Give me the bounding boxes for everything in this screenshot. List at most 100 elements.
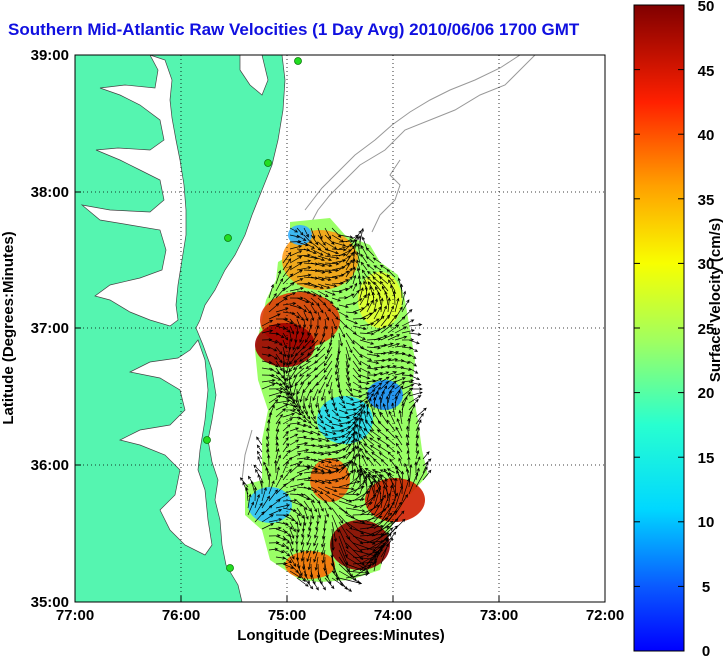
radar-sites <box>203 57 302 572</box>
velocity-arrow <box>261 486 267 502</box>
velocity-arrow <box>366 389 376 397</box>
velocity-arrow <box>275 428 280 439</box>
velocity-arrow <box>296 318 301 329</box>
velocity-arrow <box>275 395 291 400</box>
velocity-arrow <box>359 374 371 380</box>
velocity-arrow <box>384 290 389 306</box>
velocity-arrow <box>317 248 331 256</box>
velocity-arrow <box>275 360 283 372</box>
colorbar-tick-label: 20 <box>698 385 715 402</box>
velocity-arrow <box>380 458 389 467</box>
velocity-arrow <box>387 371 398 376</box>
velocity-arrow <box>408 339 420 345</box>
velocity-arrow <box>305 360 319 369</box>
velocity-arrow <box>282 430 289 439</box>
velocity-arrow <box>298 360 312 369</box>
velocity-arrow <box>275 269 282 285</box>
velocity-arrow <box>289 461 303 467</box>
velocity-arrow <box>298 367 312 377</box>
velocity-arrow <box>373 306 382 320</box>
velocity-arrow <box>366 292 371 306</box>
velocity-arrow <box>338 318 348 328</box>
velocity-arrow <box>326 339 333 354</box>
velocity-arrow <box>398 457 403 467</box>
velocity-arrow <box>275 441 279 453</box>
velocity-arrow <box>275 466 280 481</box>
velocity-arrow <box>359 302 370 313</box>
velocity-arrow <box>289 245 303 250</box>
velocity-arrow <box>314 556 319 571</box>
velocity-arrow <box>317 290 329 297</box>
velocity-arrow <box>345 259 353 271</box>
velocity-arrow <box>317 416 324 424</box>
velocity-arrow <box>366 508 387 523</box>
velocity-arrow <box>356 251 361 264</box>
velocity-arrow <box>396 418 403 432</box>
velocity-arrow <box>303 304 312 314</box>
velocity-arrow <box>387 389 393 404</box>
velocity-arrow <box>290 346 298 358</box>
velocity-arrow <box>282 301 297 306</box>
velocity-arrow <box>345 388 354 397</box>
velocity-arrow <box>257 455 263 467</box>
velocity-arrow <box>387 297 391 313</box>
velocity-arrow <box>261 383 276 390</box>
velocity-arrow <box>296 227 304 236</box>
velocity-arrow <box>289 556 297 567</box>
velocity-arrow <box>289 296 304 300</box>
velocity-arrow <box>359 404 366 418</box>
radar-site <box>226 564 234 572</box>
velocity-arrow <box>345 469 354 481</box>
velocity-arrow <box>310 234 319 246</box>
velocity-arrow <box>275 353 283 364</box>
velocity-arrow <box>268 302 280 313</box>
velocity-arrow <box>372 479 376 502</box>
velocity-arrow <box>282 488 297 495</box>
velocity-arrow <box>360 245 368 257</box>
velocity-arrow <box>296 563 303 577</box>
velocity-arrow <box>292 339 298 351</box>
velocity-arrow <box>317 297 327 306</box>
velocity-arrow <box>352 564 372 579</box>
velocity-arrow <box>275 454 281 467</box>
velocity-arrow <box>289 493 305 497</box>
colorbar-tick-labels: 50 45 40 35 30 25 20 15 10 5 0 <box>698 0 715 659</box>
velocity-arrow <box>296 476 312 481</box>
velocity-arrow <box>324 311 330 321</box>
velocity-arrow <box>308 521 312 532</box>
velocity-arrow <box>401 319 415 327</box>
velocity-arrow <box>366 270 375 278</box>
velocity-arrow <box>289 528 295 539</box>
velocity-arrow <box>345 276 353 285</box>
velocity-arrow <box>338 395 345 405</box>
velocity-arrow <box>362 275 368 285</box>
velocity-arrow <box>317 255 333 261</box>
velocity-arrow <box>376 429 389 439</box>
velocity-arrow <box>275 346 283 355</box>
velocity-arrow <box>323 395 327 408</box>
velocity-arrow <box>310 297 320 307</box>
velocity-arrow <box>296 266 312 271</box>
velocity-arrow <box>331 577 353 592</box>
x-tick-label: 72:00 <box>586 607 624 624</box>
delaware-bay <box>239 55 269 96</box>
velocity-arrow <box>276 317 289 321</box>
velocity-arrow <box>370 420 382 432</box>
velocity-arrow <box>268 313 281 320</box>
velocity-arrow <box>359 392 370 397</box>
colorbar-tick-label: 10 <box>698 514 715 531</box>
pamlico-sound <box>118 339 213 556</box>
velocity-arrow <box>290 374 298 389</box>
velocity-arrow <box>363 443 375 453</box>
x-tick-label: 76:00 <box>162 607 200 624</box>
velocity-arrow <box>256 436 263 446</box>
velocity-arrow <box>331 395 336 407</box>
velocity-arrow <box>318 381 326 394</box>
velocity-arrow <box>335 367 340 382</box>
velocity-arrow <box>324 570 332 585</box>
velocity-arrow <box>310 486 324 494</box>
velocity-arrow <box>300 542 305 554</box>
velocity-arrow <box>304 332 312 343</box>
velocity-arrow <box>345 421 356 432</box>
colorbar-label: Surface Velocity (cm/s) <box>707 218 724 382</box>
